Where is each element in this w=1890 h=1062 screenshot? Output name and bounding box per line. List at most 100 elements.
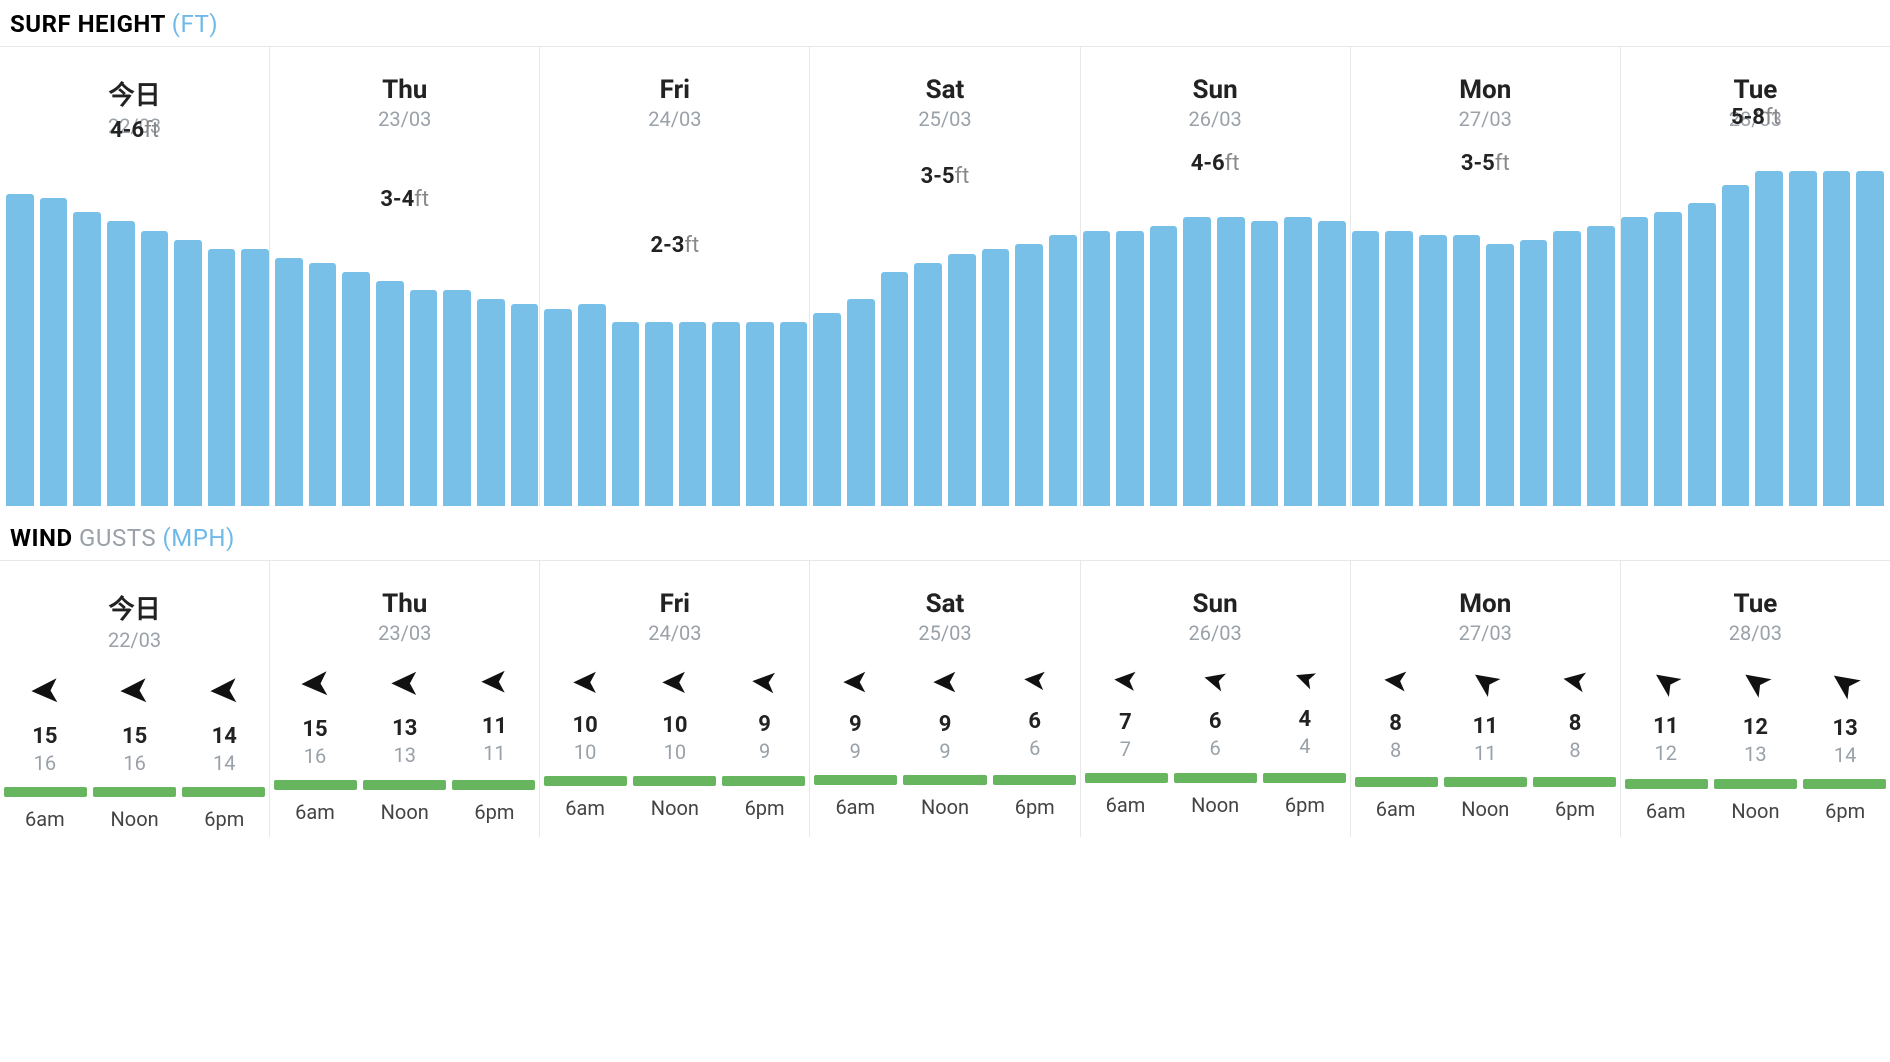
day-name: Thu xyxy=(270,589,539,619)
wind-slot: ➤99 xyxy=(810,667,900,763)
time-labels: 6amNoon6pm xyxy=(1081,783,1350,817)
time-label: 6pm xyxy=(720,796,810,820)
surf-height-label: 3-5ft xyxy=(810,164,1079,189)
wind-day-column[interactable]: Sat25/03➤99➤99➤666amNoon6pm xyxy=(809,561,1079,837)
surf-day-column[interactable]: Thu23/033-4ft xyxy=(269,47,539,506)
condition-segment xyxy=(363,780,446,790)
condition-strip xyxy=(540,764,809,786)
surf-height-label: 4-6ft xyxy=(1081,151,1350,176)
condition-strip xyxy=(1081,761,1350,783)
wind-slot: ➤1111 xyxy=(1440,667,1530,765)
wind-gust: 9 xyxy=(900,739,990,763)
wind-speed: 10 xyxy=(630,713,720,738)
wind-day-column[interactable]: Fri24/03➤1010➤1010➤996amNoon6pm xyxy=(539,561,809,837)
condition-strip xyxy=(270,768,539,790)
surf-day-column[interactable]: Tue28/035-8ft xyxy=(1620,47,1890,506)
surf-height-label: 2-3ft xyxy=(540,233,809,258)
wind-slot: ➤88 xyxy=(1530,667,1620,765)
wind-day-column[interactable]: Tue28/03➤1112➤1213➤13146amNoon6pm xyxy=(1620,561,1890,837)
wind-day-column[interactable]: 今日22/03➤1516➤1516➤14146amNoon6pm xyxy=(0,561,269,837)
wind-chart: 今日22/03➤1516➤1516➤14146amNoon6pmThu23/03… xyxy=(0,560,1890,837)
wind-arrow-icon: ➤ xyxy=(573,667,598,697)
wind-days: 今日22/03➤1516➤1516➤14146amNoon6pmThu23/03… xyxy=(0,561,1890,837)
wind-gust: 16 xyxy=(270,744,360,768)
wind-gust: 11 xyxy=(450,741,540,765)
day-date: 24/03 xyxy=(540,621,809,645)
condition-segment xyxy=(993,775,1076,785)
wind-slot: ➤77 xyxy=(1081,667,1171,761)
day-header: 今日22/03 xyxy=(0,561,269,652)
wind-slot: ➤99 xyxy=(720,667,810,764)
wind-arrow-icon: ➤ xyxy=(300,667,330,702)
day-header: Mon27/03 xyxy=(1351,561,1620,645)
wind-gust: 16 xyxy=(90,751,180,775)
time-label: 6pm xyxy=(1260,793,1350,817)
condition-segment xyxy=(1714,779,1797,789)
day-date: 26/03 xyxy=(1081,107,1350,131)
day-header: Sat25/03 xyxy=(810,47,1079,131)
wind-arrow-icon: ➤ xyxy=(1383,666,1409,696)
wind-slot: ➤1010 xyxy=(630,667,720,764)
time-label: 6am xyxy=(540,796,630,820)
time-labels: 6amNoon6pm xyxy=(270,790,539,824)
condition-segment xyxy=(1355,777,1438,787)
surf-day-column[interactable]: 今日22/034-6ft xyxy=(0,47,269,506)
time-label: 6pm xyxy=(1800,799,1890,823)
wind-day-column[interactable]: Thu23/03➤1516➤1313➤11116amNoon6pm xyxy=(269,561,539,837)
day-date: 23/03 xyxy=(270,107,539,131)
condition-segment xyxy=(452,780,535,790)
time-label: 6am xyxy=(270,800,360,824)
wind-gust: 13 xyxy=(360,743,450,767)
day-name: Sat xyxy=(810,75,1079,105)
day-name: Sun xyxy=(1081,75,1350,105)
condition-segment xyxy=(1263,773,1346,783)
wind-speed: 15 xyxy=(90,724,180,749)
wind-slot: ➤1313 xyxy=(360,667,450,768)
wind-arrow-icon: ➤ xyxy=(843,667,867,696)
surf-day-column[interactable]: Sat25/03 3-5ft xyxy=(809,47,1079,506)
day-header: Sat25/03 xyxy=(810,561,1079,645)
wind-slot: ➤1314 xyxy=(1800,667,1890,767)
surf-height-title-unit: (FT) xyxy=(172,10,218,38)
wind-day-column[interactable]: Mon27/03➤88➤1111➤886amNoon6pm xyxy=(1350,561,1620,837)
condition-segment xyxy=(1803,779,1886,789)
wind-slot: ➤1516 xyxy=(0,674,90,775)
condition-segment xyxy=(4,787,87,797)
wind-gust: 9 xyxy=(810,739,900,763)
surf-height-title-main: SURF HEIGHT xyxy=(10,10,165,38)
day-name: Sat xyxy=(810,589,1079,619)
surf-day-column[interactable]: Mon27/033-5ft xyxy=(1350,47,1620,506)
condition-segment xyxy=(1533,777,1616,787)
time-label: 6pm xyxy=(990,795,1080,819)
surf-height-label: 5-8ft xyxy=(1621,105,1890,130)
wind-gust: 16 xyxy=(0,751,90,775)
day-date: 28/03 xyxy=(1621,621,1890,645)
day-date: 26/03 xyxy=(1081,621,1350,645)
wind-slot: ➤1516 xyxy=(270,667,360,768)
wind-arrow-icon: ➤ xyxy=(481,667,507,698)
surf-day-column[interactable]: Sun26/03 4-6ft xyxy=(1080,47,1350,506)
surf-day-column[interactable]: Fri24/032-3ft xyxy=(539,47,809,506)
time-labels: 6amNoon6pm xyxy=(1621,789,1890,823)
day-header: Mon27/03 xyxy=(1351,47,1620,131)
wind-speed: 11 xyxy=(1621,714,1711,739)
wind-gust: 13 xyxy=(1711,742,1801,766)
time-label: Noon xyxy=(630,796,720,820)
wind-speed: 15 xyxy=(0,724,90,749)
condition-segment xyxy=(1625,779,1708,789)
wind-day-column[interactable]: Sun26/03➤77➤66➤446amNoon6pm xyxy=(1080,561,1350,837)
condition-segment xyxy=(633,776,716,786)
wind-gust: 14 xyxy=(1800,743,1890,767)
day-name: Fri xyxy=(540,589,809,619)
wind-title: WIND GUSTS (MPH) xyxy=(0,524,1890,560)
day-name: Sun xyxy=(1081,589,1350,619)
wind-slot: ➤99 xyxy=(900,667,990,763)
wind-gust: 9 xyxy=(720,739,810,763)
time-label: 6am xyxy=(0,807,90,831)
day-date: 23/03 xyxy=(270,621,539,645)
day-date: 24/03 xyxy=(540,107,809,131)
condition-segment xyxy=(814,775,897,785)
time-label: Noon xyxy=(1170,793,1260,817)
wind-gust: 6 xyxy=(1170,736,1260,760)
time-label: Noon xyxy=(900,795,990,819)
